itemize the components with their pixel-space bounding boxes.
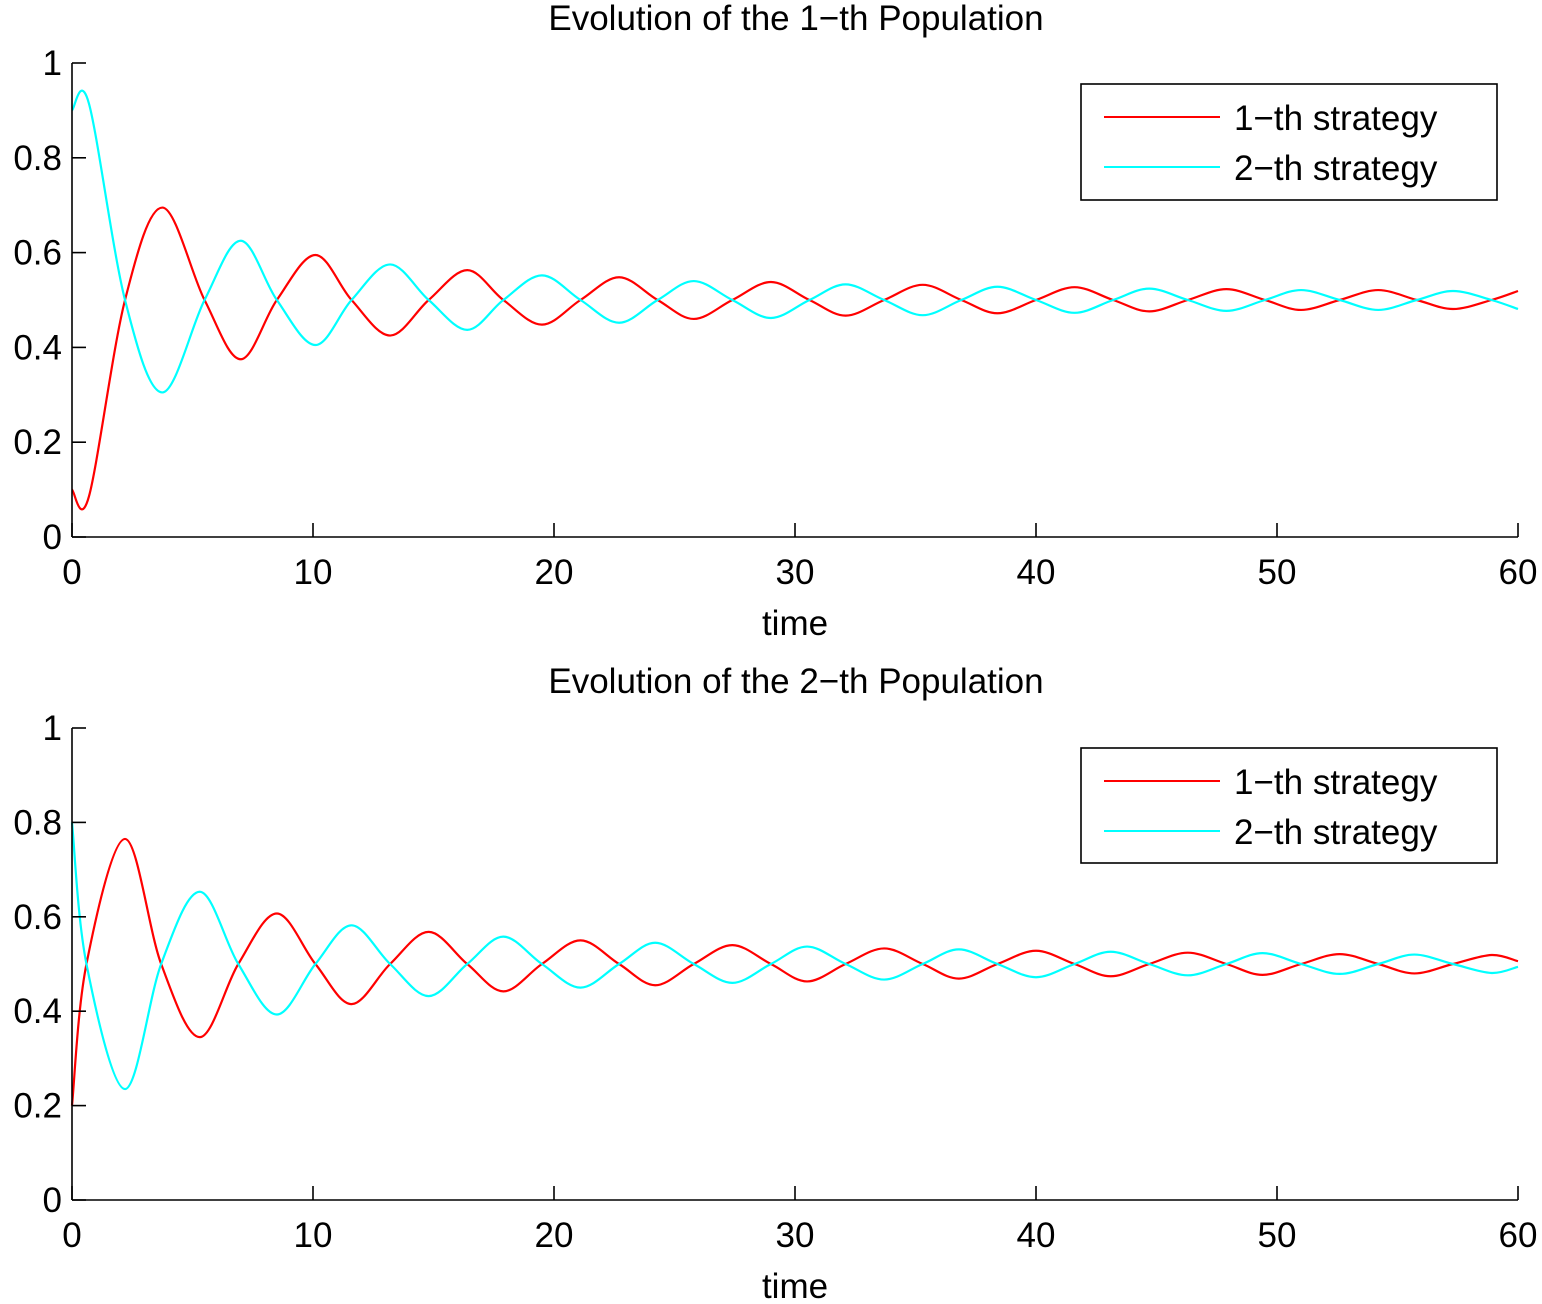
chart-population-1: Evolution of the 1−th Population 0 10 20 30…: [13, 0, 1537, 643]
x-tick-label: 30: [776, 553, 815, 592]
series-layer: [70, 822, 1519, 1106]
legend-label-series-1: 1−th strategy: [1234, 99, 1438, 138]
y-tick-label: 0.2: [13, 423, 62, 462]
y-tick-label: 0.8: [13, 803, 62, 842]
chart-population-2: Evolution of the 2−th Population 0 10 20 30…: [13, 662, 1537, 1304]
tick-labels: 0 10 20 30 40 50 60 0 0.2 0.4 0.6 0.8 1: [13, 44, 1537, 592]
y-tick-label: 0.6: [13, 234, 62, 273]
x-axis-label: time: [762, 604, 828, 643]
tick-labels: 0 10 20 30 40 50 60 0 0.2 0.4 0.6 0.8 1: [13, 709, 1537, 1255]
legend-box: [1080, 747, 1498, 864]
y-tick-label: 0: [43, 1181, 62, 1220]
x-tick-label: 0: [62, 553, 81, 592]
x-tick-label: 0: [62, 1216, 81, 1255]
axes-layer: [71, 63, 1518, 538]
legend: 1−th strategy 2−th strategy: [1080, 747, 1498, 864]
legend-label-series-2: 2−th strategy: [1234, 149, 1438, 188]
y-tick-label: 0.4: [13, 328, 62, 367]
x-tick-label: 30: [776, 1216, 815, 1255]
x-tick-label: 10: [294, 1216, 333, 1255]
y-tick-label: 0.8: [13, 139, 62, 178]
series-line-2: [71, 89, 1519, 394]
x-tick-label: 20: [535, 553, 574, 592]
y-tick-label: 0.6: [13, 898, 62, 937]
x-tick-label: 50: [1258, 1216, 1297, 1255]
legend-label-series-1: 1−th strategy: [1234, 763, 1438, 802]
chart-title: Evolution of the 2−th Population: [548, 662, 1043, 701]
legend-label-series-2: 2−th strategy: [1234, 813, 1438, 852]
series-line-1: [70, 837, 1519, 1106]
series-line-1: [71, 206, 1519, 511]
series-layer: [71, 89, 1519, 511]
y-tick-label: 0.4: [13, 992, 62, 1031]
legend: 1−th strategy 2−th strategy: [1080, 83, 1498, 201]
x-tick-label: 50: [1258, 553, 1297, 592]
y-tick-label: 0.2: [13, 1087, 62, 1126]
x-tick-label: 10: [294, 553, 333, 592]
ticks-layer: [71, 62, 1519, 538]
x-tick-label: 60: [1499, 553, 1538, 592]
x-axis-label: time: [762, 1267, 828, 1304]
chart-title: Evolution of the 1−th Population: [548, 0, 1043, 38]
x-tick-label: 60: [1499, 1216, 1538, 1255]
x-tick-label: 40: [1017, 1216, 1056, 1255]
y-tick-label: 1: [43, 44, 62, 83]
axes-layer: [71, 728, 1518, 1201]
x-tick-label: 40: [1017, 553, 1056, 592]
y-tick-label: 1: [43, 709, 62, 748]
x-tick-label: 20: [535, 1216, 574, 1255]
legend-box: [1080, 83, 1498, 201]
y-tick-label: 0: [43, 518, 62, 557]
series-line-2: [70, 822, 1519, 1091]
